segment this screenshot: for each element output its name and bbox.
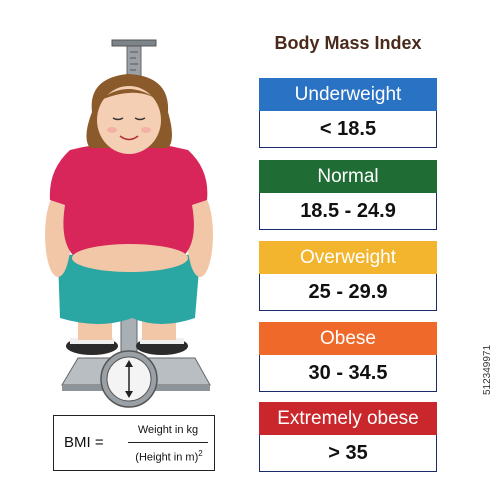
- category-range: < 18.5: [259, 111, 437, 148]
- weighing-scale-icon: [61, 305, 211, 408]
- category-range: 18.5 - 24.9: [259, 193, 437, 230]
- formula-exponent: 2: [198, 449, 203, 458]
- category-card-underweight: Underweight < 18.5: [259, 78, 437, 150]
- formula-numerator: Weight in kg: [137, 424, 199, 436]
- category-card-obese: Obese 30 - 34.5: [259, 322, 437, 394]
- fraction-line: [128, 442, 208, 443]
- category-label: Normal: [259, 160, 437, 193]
- height-ruler-icon: [111, 39, 157, 80]
- category-range: > 35: [259, 435, 437, 472]
- category-card-normal: Normal 18.5 - 24.9: [259, 160, 437, 232]
- bmi-formula-box: BMI = Weight in kg (Height in m)2: [53, 415, 215, 471]
- category-label: Overweight: [259, 241, 437, 274]
- shoes-icon: [66, 337, 188, 355]
- formula-denominator-wrap: (Height in m)2: [124, 449, 214, 464]
- page-title: Body Mass Index: [274, 33, 422, 53]
- category-label: Underweight: [259, 78, 437, 111]
- category-card-extremely-obese: Extremely obese > 35: [259, 402, 437, 474]
- shorts-icon: [58, 254, 200, 324]
- image-id-label: 512349971: [482, 344, 493, 395]
- shirt-icon: [49, 142, 208, 269]
- formula-lhs: BMI =: [64, 434, 104, 451]
- formula-denominator: (Height in m): [135, 451, 199, 464]
- face-icon: [97, 86, 161, 154]
- category-card-overweight: Overweight 25 - 29.9: [259, 241, 437, 313]
- category-range: 25 - 29.9: [259, 274, 437, 311]
- category-label: Extremely obese: [259, 402, 437, 435]
- category-label: Obese: [259, 322, 437, 355]
- category-range: 30 - 34.5: [259, 355, 437, 392]
